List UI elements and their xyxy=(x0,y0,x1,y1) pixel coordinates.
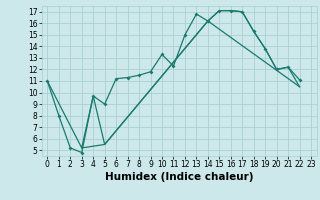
X-axis label: Humidex (Indice chaleur): Humidex (Indice chaleur) xyxy=(105,172,253,182)
